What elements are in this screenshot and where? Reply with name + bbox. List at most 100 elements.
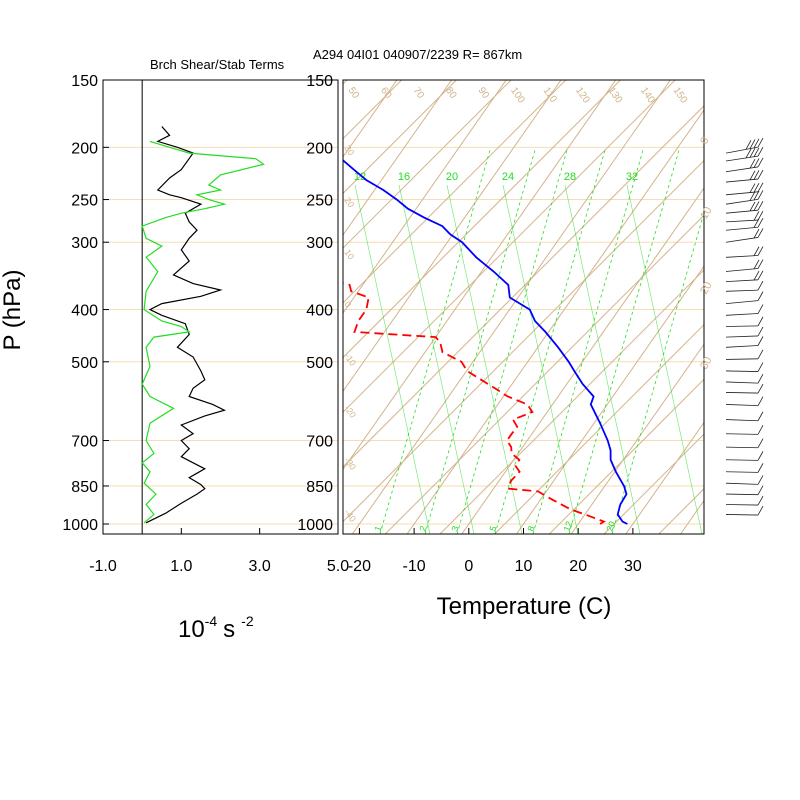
adiabat-line xyxy=(603,433,704,534)
wind-barb-staff xyxy=(725,191,759,196)
skew-left-label: -20 xyxy=(342,403,358,419)
isotherm-line xyxy=(679,499,704,534)
isotherm-line xyxy=(0,64,299,536)
skew-panel-frame xyxy=(342,79,705,535)
left-panel-series xyxy=(141,126,266,524)
mixing-ratio-bottom-label: 12 xyxy=(561,520,574,533)
skew-x-tick-label: 10 xyxy=(515,558,533,575)
wind-barb-flag xyxy=(757,396,764,406)
wind-barb-flag xyxy=(757,336,764,346)
left-panel-gridlines xyxy=(103,80,338,534)
wind-barb-staff xyxy=(725,433,759,435)
saturated-adiabat-line xyxy=(354,184,431,534)
skew-y-tick-label: 500 xyxy=(306,355,333,372)
wind-barb-flag xyxy=(749,139,756,149)
adiabat-line xyxy=(493,323,704,534)
left-x-tick-label: 5.0 xyxy=(327,558,349,575)
wind-barb-staff xyxy=(725,392,759,394)
mixing-ratio-bottom-label: 5 xyxy=(487,525,498,533)
wind-barb-flag xyxy=(757,362,764,372)
skew-left-label: -40 xyxy=(342,507,358,523)
wind-barb-flag xyxy=(749,158,756,169)
wind-barb-flag xyxy=(757,316,764,327)
isotherm-line xyxy=(789,64,800,536)
mixing-ratio-top-label: 12 xyxy=(354,171,366,183)
left-y-tick-label: 400 xyxy=(71,303,98,320)
adiabat-line xyxy=(343,80,676,413)
skew-top-label: 130 xyxy=(606,85,625,105)
wind-barb-flag xyxy=(745,140,752,150)
wind-barb-flag xyxy=(753,259,760,270)
skew-x-tick-label: -20 xyxy=(348,558,371,575)
skew-y-tick-label: 150 xyxy=(306,73,333,90)
wind-barb-flag xyxy=(753,170,760,180)
wind-barb-flag xyxy=(753,228,760,239)
mixing-ratio-bottom-label: 2 xyxy=(417,525,428,533)
mixing-ratio-line xyxy=(568,149,680,534)
wind-barb-staff xyxy=(725,209,759,214)
skew-top-label: 50 xyxy=(346,85,362,101)
mixing-ratio-top-label: 16 xyxy=(398,171,410,183)
wind-barb-staff xyxy=(725,198,759,205)
wind-barb-staff xyxy=(725,345,759,348)
wind-barb-staff xyxy=(725,289,759,292)
shear-profile-line xyxy=(145,126,227,524)
mixing-ratio-bottom-label: 8 xyxy=(525,525,536,533)
wind-barb-flag xyxy=(753,190,760,201)
skew-top-label: 100 xyxy=(508,85,527,105)
wind-barb-flag xyxy=(749,170,756,181)
adiabat-line xyxy=(343,80,348,85)
wind-barb-staff xyxy=(725,471,759,473)
mixing-ratio-line xyxy=(494,149,606,534)
wind-barb-flag xyxy=(757,485,764,495)
wind-barb-flag xyxy=(757,246,764,256)
left-panel-title: Brch Shear/Stab Terms xyxy=(150,57,285,72)
skew-left-label: 0 xyxy=(342,299,353,309)
skew-top-label: 150 xyxy=(671,85,690,105)
wind-barb-flag xyxy=(753,147,760,157)
wind-barb-flag xyxy=(757,475,764,485)
skew-top-label: 70 xyxy=(411,85,427,101)
wind-barb-flag xyxy=(757,190,764,200)
mixing-ratio-line xyxy=(379,149,491,534)
wind-barb-flag xyxy=(757,495,764,506)
adiabat-line xyxy=(343,80,403,140)
adiabat-line xyxy=(343,80,512,249)
isotherm-line xyxy=(0,64,244,536)
wind-barb-staff xyxy=(725,325,759,327)
isotherm-line xyxy=(0,64,189,536)
wind-barb-staff xyxy=(725,482,759,485)
skew-left-label: -10 xyxy=(342,351,358,367)
left-x-tick-label: -1.0 xyxy=(89,558,117,575)
wind-barb-flag xyxy=(757,291,764,301)
wind-barb-flag xyxy=(745,148,752,159)
saturated-adiabat-line xyxy=(564,184,641,534)
wind-barb-staff xyxy=(725,446,759,449)
adiabat-line xyxy=(548,378,704,534)
left-y-tick-label: 500 xyxy=(71,355,98,372)
isotherm-line xyxy=(343,80,453,236)
wind-barb-staff xyxy=(725,226,759,231)
y-axis-title: P (hPa) xyxy=(0,270,26,351)
adiabat-line xyxy=(384,214,704,534)
skew-y-tick-label: 1000 xyxy=(297,517,333,534)
wind-barb-staff xyxy=(725,166,759,173)
adiabat-line xyxy=(343,159,704,523)
skew-y-tick-label: 700 xyxy=(306,434,333,451)
isotherm-line xyxy=(343,80,617,471)
left-panel-frame xyxy=(102,79,339,535)
wind-barb-flag xyxy=(757,505,764,516)
left-y-tick-label: 1000 xyxy=(62,517,98,534)
right-edge-label: 30 xyxy=(698,355,715,372)
skew-x-tick-label: -10 xyxy=(403,558,426,575)
wind-barb-staff xyxy=(725,381,759,384)
left-y-tick-label: 850 xyxy=(71,479,98,496)
temperature-profile-line xyxy=(343,159,628,525)
wind-barb-flag xyxy=(753,138,760,149)
left-y-tick-label: 700 xyxy=(71,434,98,451)
skew-top-label: 90 xyxy=(476,85,492,101)
wind-barb-flag xyxy=(749,201,756,212)
